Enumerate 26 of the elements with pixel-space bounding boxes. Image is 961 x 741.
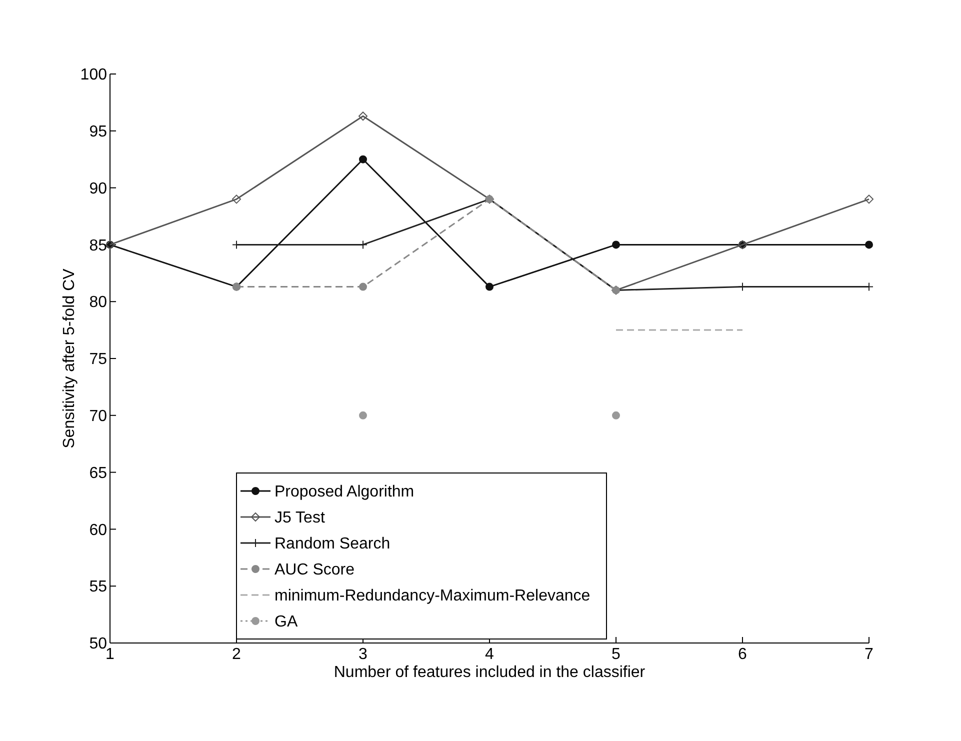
y-tick-label: 70 (89, 408, 108, 425)
x-tick-label: 4 (485, 646, 494, 663)
x-tick-label: 3 (358, 646, 368, 663)
legend-label: GA (274, 614, 298, 631)
legend-label: Random Search (274, 536, 390, 553)
y-tick-label: 55 (89, 578, 108, 596)
y-axis-title: Sensitivity after 5-fold CV (61, 268, 78, 448)
y-tick-label: 50 (89, 636, 108, 653)
x-tick-label: 2 (232, 646, 242, 663)
y-tick-label: 95 (89, 124, 108, 140)
y-tick-label: 75 (89, 351, 108, 368)
x-tick-label: 1 (106, 646, 115, 663)
legend-label: minimum-Redundancy-Maximum-Relevance (274, 588, 590, 605)
legend-label: J5 Test (274, 510, 326, 527)
y-tick-label: 100 (80, 66, 108, 84)
x-tick-label: 5 (612, 646, 621, 663)
legend-label: AUC Score (274, 562, 355, 579)
x-tick-label: 7 (864, 646, 874, 663)
legend-label: Proposed Algorithm (274, 484, 414, 501)
y-tick-label: 65 (89, 464, 108, 482)
y-tick-label: 60 (89, 522, 108, 539)
x-tick-label: 6 (738, 646, 748, 663)
x-axis-title: Number of features included in the classifier (334, 664, 646, 681)
y-tick-label: 80 (89, 294, 108, 312)
y-tick-label: 85 (89, 237, 108, 254)
y-tick-label: 90 (89, 180, 108, 198)
